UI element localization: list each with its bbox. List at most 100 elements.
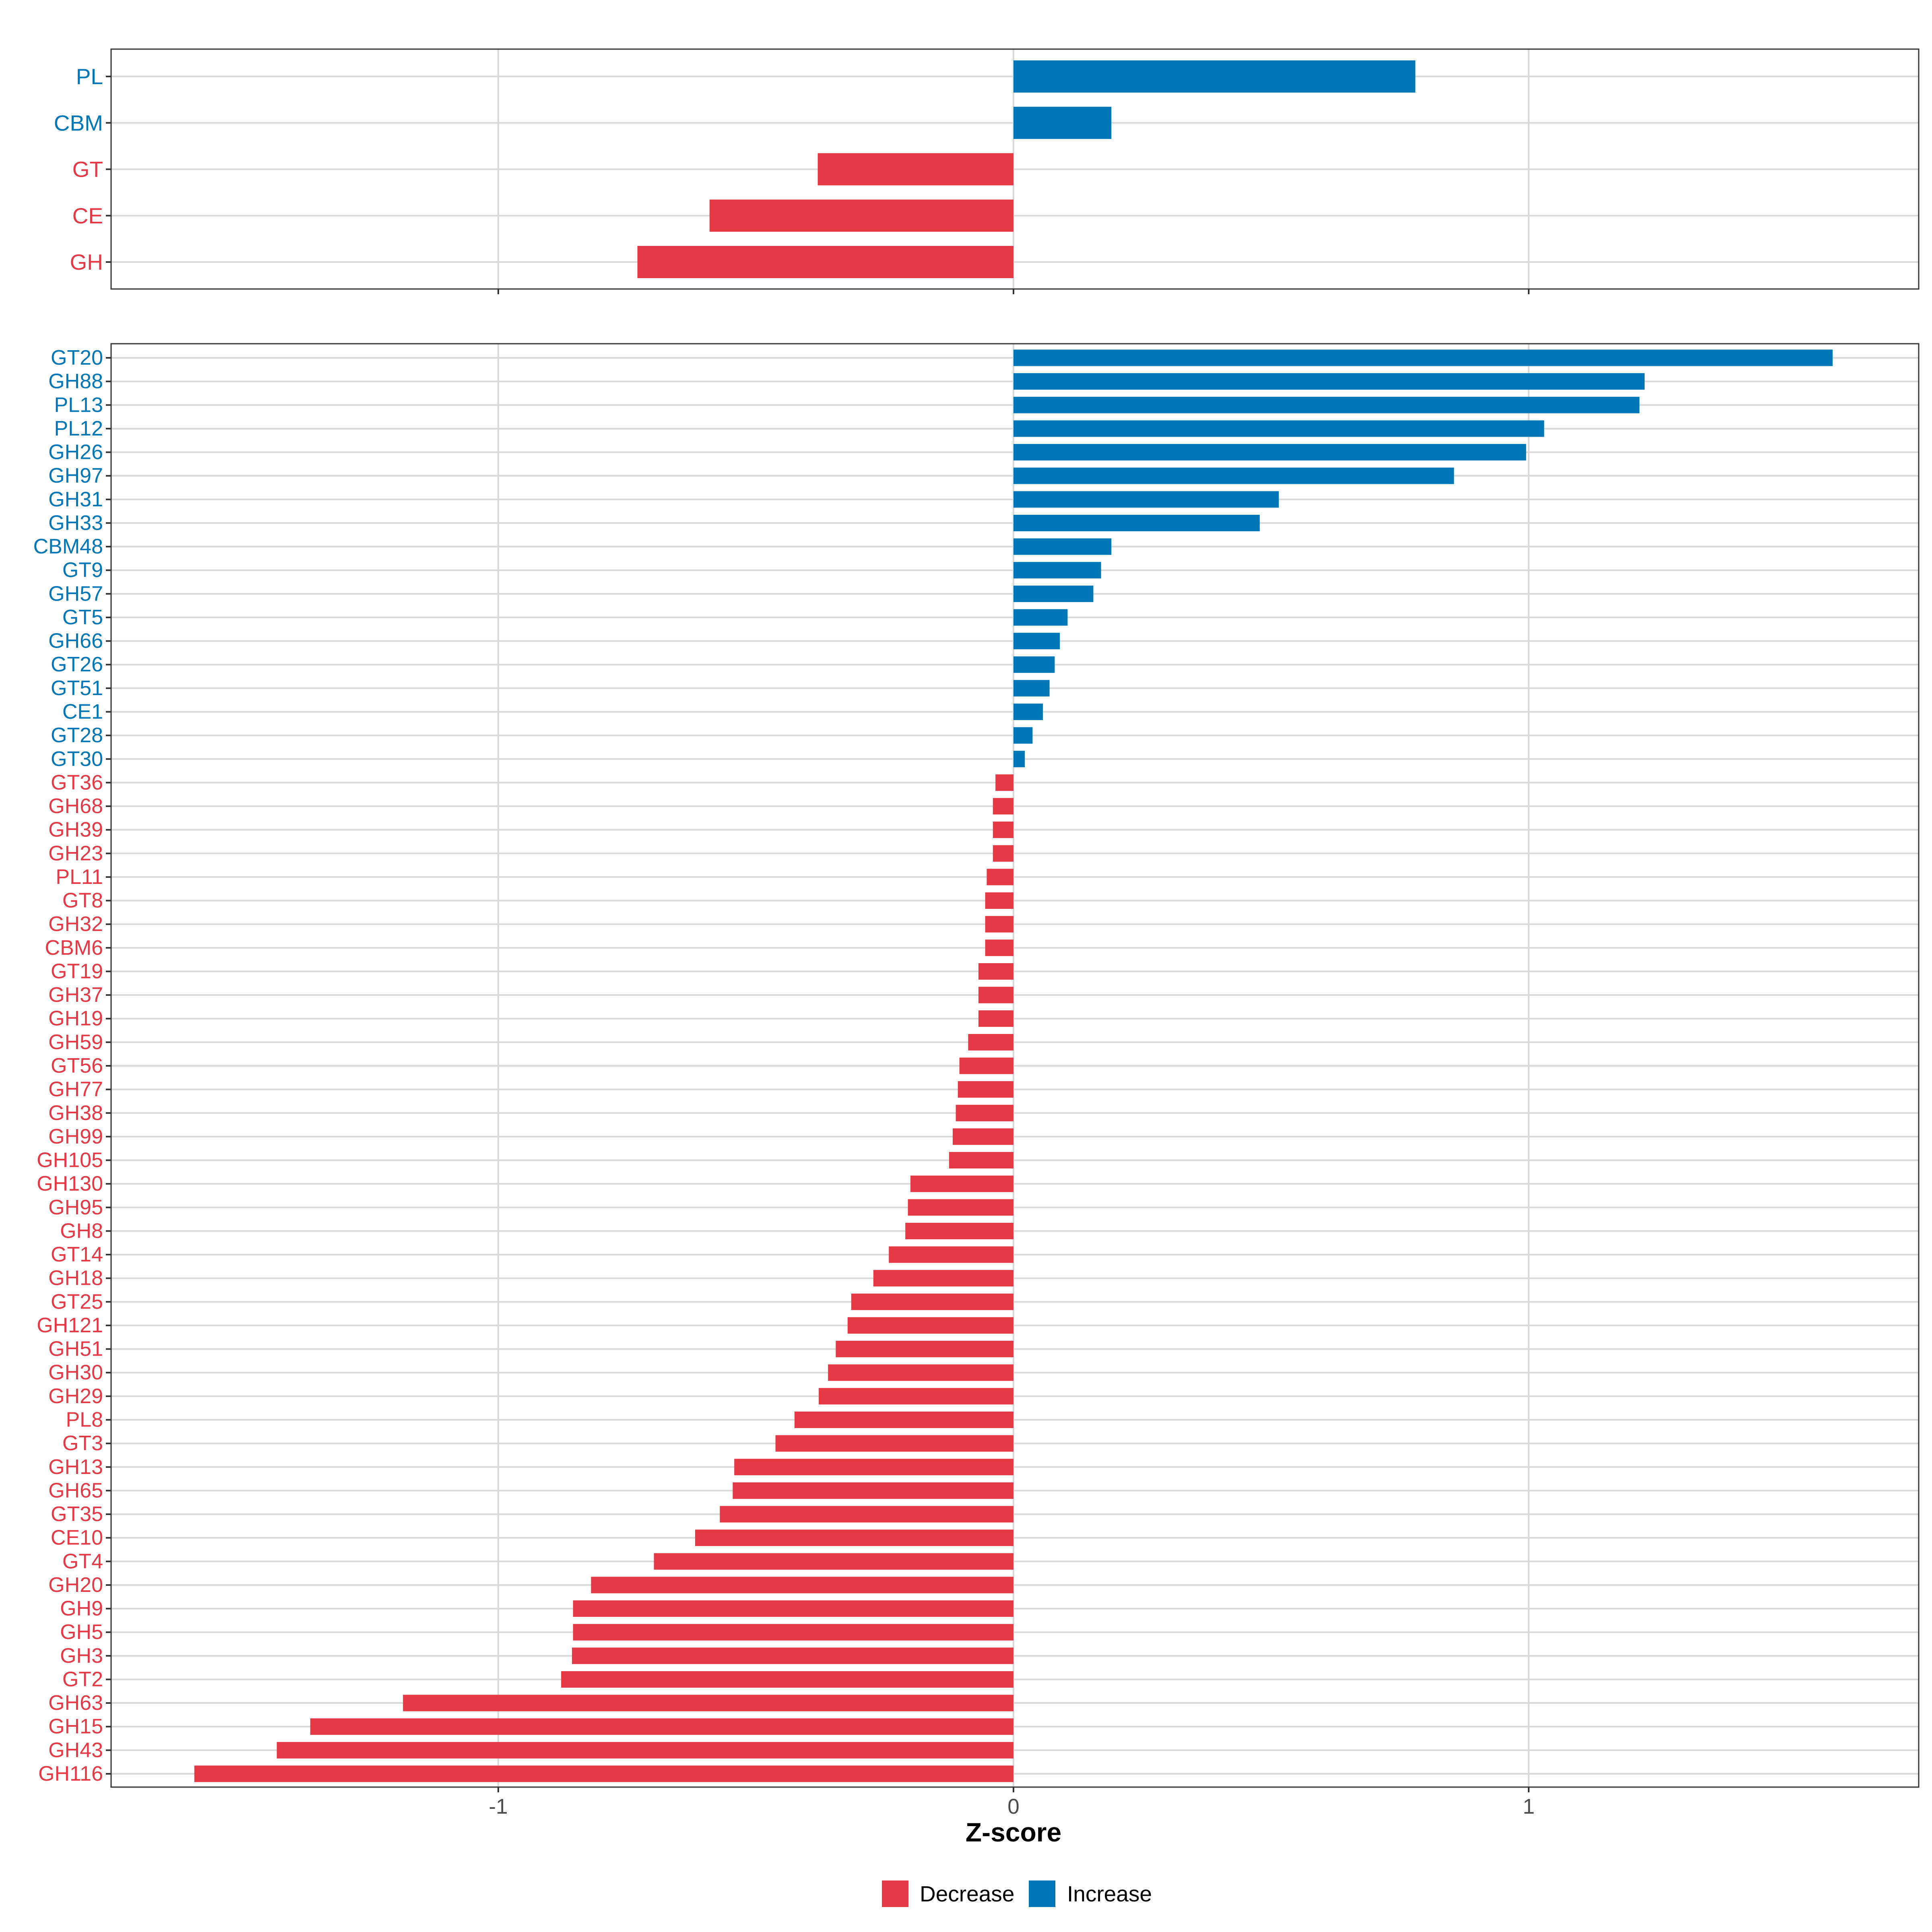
category-label-gh43: GH43 [48,1738,103,1762]
bar-gh31 [1013,491,1279,508]
category-label-gh37: GH37 [48,983,103,1007]
category-label-gh105: GH105 [37,1149,103,1172]
x-axis-label: Z-score [966,1817,1061,1847]
bar-gh26 [1013,444,1526,461]
category-label-gh33: GH33 [48,511,103,535]
category-label-gh19: GH19 [48,1007,103,1030]
bar-pl13 [1013,396,1640,413]
bar-gt19 [978,963,1013,980]
bar-gh3 [572,1647,1013,1664]
category-label-gh15: GH15 [48,1715,103,1738]
legend-label-increase: Increase [1067,1881,1152,1906]
bar-gh57 [1013,585,1094,602]
bar-gh33 [1013,514,1260,531]
category-label-gh95: GH95 [48,1196,103,1219]
bar-ce [709,199,1013,232]
x-tick-label: 1 [1523,1795,1534,1818]
bar-gh23 [993,845,1013,862]
category-label-gh51: GH51 [48,1338,103,1361]
bar-gh99 [952,1128,1013,1145]
category-label-gh29: GH29 [48,1385,103,1408]
bar-gh66 [1013,633,1060,650]
category-label-gh20: GH20 [48,1573,103,1597]
category-label-gh32: GH32 [48,912,103,936]
category-label-gh9: GH9 [60,1597,103,1620]
category-label-gh77: GH77 [48,1078,103,1101]
bar-gt20 [1013,349,1833,366]
category-label-cbm48: CBM48 [33,535,103,558]
category-label-gt5: GT5 [62,606,103,629]
category-label-pl11: PL11 [56,865,103,889]
bar-cbm48 [1013,538,1112,555]
bar-gh37 [978,987,1013,1003]
legend: Decrease Increase [882,1880,1152,1907]
category-label-gt51: GT51 [51,677,103,700]
category-label-ce: CE [72,203,103,228]
category-label-cbm: CBM [54,110,103,135]
bar-gh5 [573,1624,1013,1641]
category-label-gh18: GH18 [48,1267,103,1290]
bar-gh29 [819,1388,1013,1405]
category-label-pl12: PL12 [54,417,103,440]
category-label-ce1: CE1 [62,700,103,724]
bottom-panel: GT20GH88PL13PL12GH26GH97GH31GH33CBM48GT9… [33,343,1920,1818]
legend-swatch-increase [1029,1880,1055,1907]
category-label-gh66: GH66 [48,630,103,653]
bar-gh20 [591,1577,1013,1593]
category-label-gh: GH [70,250,103,275]
bar-gt56 [959,1057,1013,1074]
category-label-gh63: GH63 [48,1691,103,1715]
category-label-gh30: GH30 [48,1361,103,1384]
category-label-gh31: GH31 [48,488,103,511]
category-label-gh88: GH88 [48,370,103,393]
category-label-gt25: GT25 [51,1290,103,1313]
category-label-gt35: GT35 [51,1503,103,1526]
legend-swatch-decrease [882,1880,908,1907]
bar-gh39 [993,822,1013,838]
bar-gt5 [1013,609,1068,626]
category-label-gh8: GH8 [60,1219,103,1243]
category-label-gh59: GH59 [48,1030,103,1054]
bar-ce1 [1013,704,1043,720]
category-label-gt20: GT20 [51,346,103,369]
category-label-gt3: GT3 [62,1432,103,1455]
top-panel: PL CBM GT CE GH [54,48,1920,294]
bar-gh [637,246,1013,278]
bar-pl12 [1013,420,1544,437]
category-label-gh38: GH38 [48,1101,103,1125]
x-tick-label: 0 [1007,1795,1019,1818]
category-label-gh99: GH99 [48,1125,103,1148]
category-label-gt30: GT30 [51,747,103,771]
bar-gh68 [993,798,1013,815]
category-label-gt4: GT4 [62,1550,103,1573]
category-label-gh68: GH68 [48,795,103,818]
category-label-gh3: GH3 [60,1644,103,1668]
bar-gh63 [403,1695,1014,1711]
category-label-gh65: GH65 [48,1479,103,1502]
category-label-pl: PL [76,64,103,89]
bar-gh88 [1013,373,1645,390]
category-label-gt: GT [72,157,103,182]
bar-gh43 [277,1742,1013,1759]
category-label-gt28: GT28 [51,724,103,747]
x-tick-label: -1 [489,1795,508,1818]
bar-gh32 [985,916,1013,933]
category-label-gh13: GH13 [48,1455,103,1479]
category-label-gt36: GT36 [51,771,103,794]
category-label-pl13: PL13 [54,393,103,417]
category-label-gh23: GH23 [48,842,103,865]
legend-label-decrease: Decrease [920,1881,1014,1906]
category-label-gt14: GT14 [51,1243,103,1266]
category-label-gh121: GH121 [37,1314,103,1337]
bar-gh30 [828,1364,1013,1381]
category-label-gh116: GH116 [38,1762,103,1785]
bar-ce10 [695,1530,1013,1546]
bar-gh105 [949,1152,1013,1169]
category-label-gh39: GH39 [48,818,103,842]
bar-gt9 [1013,562,1101,579]
bar-pl [1013,60,1416,93]
bar-gt3 [775,1435,1013,1452]
bar-gh8 [905,1222,1013,1239]
bar-gt14 [889,1246,1013,1263]
